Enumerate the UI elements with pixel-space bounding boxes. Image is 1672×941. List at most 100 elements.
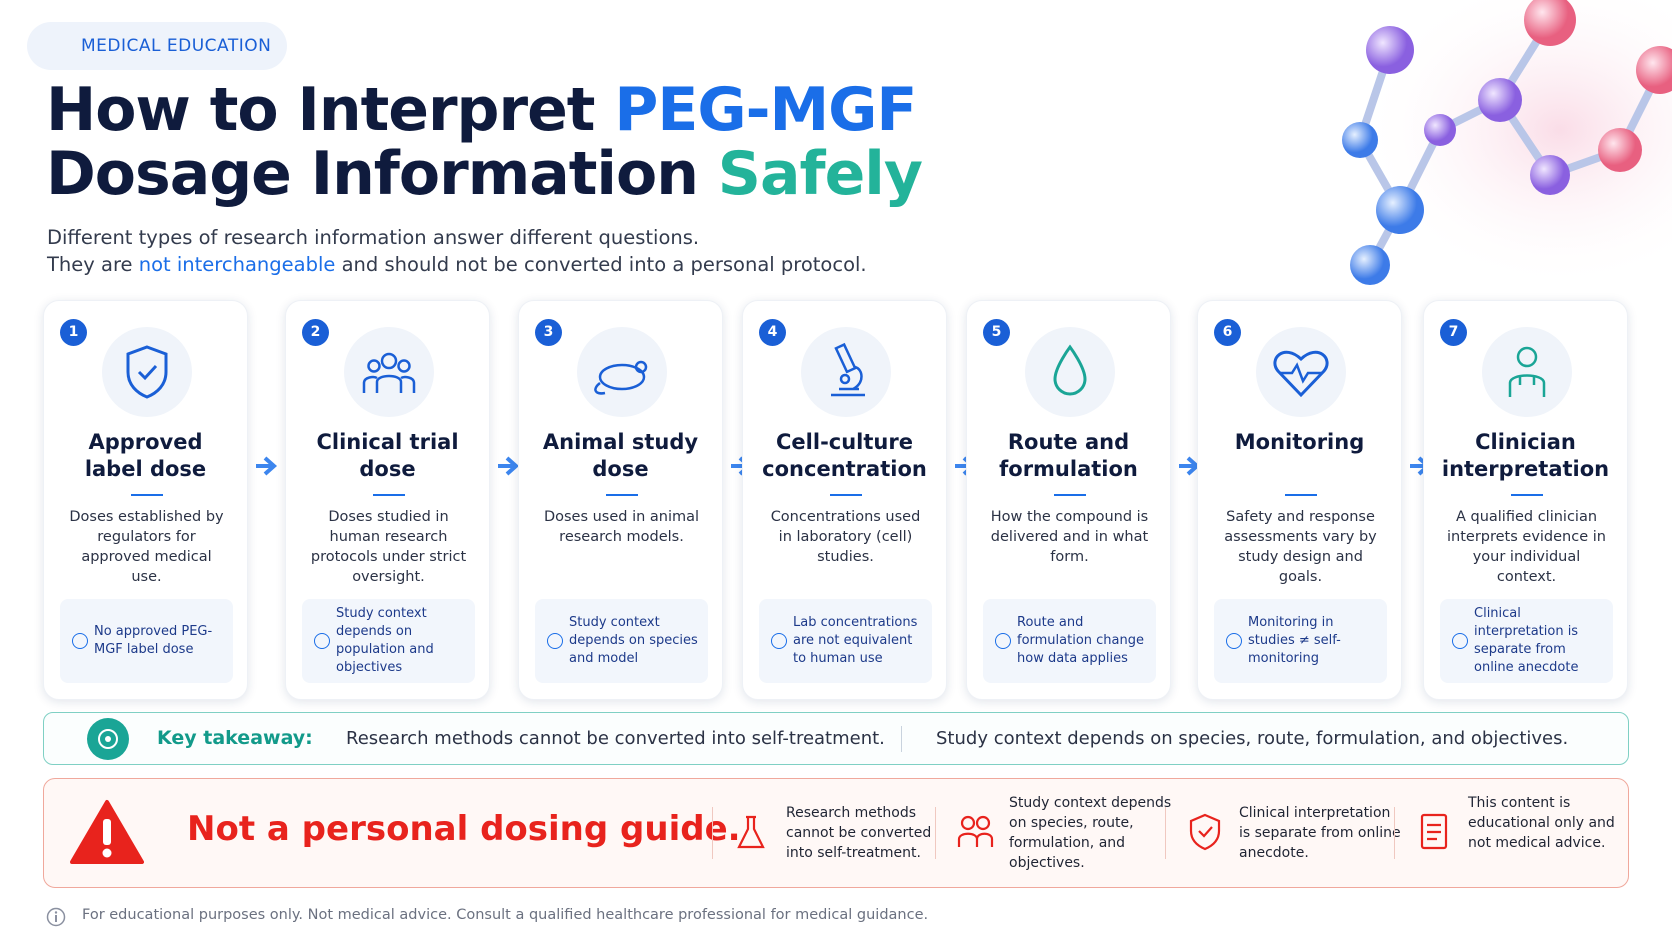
title-highlight: Safely <box>717 139 923 209</box>
card-title-line: label dose <box>84 457 207 481</box>
card-icon <box>1273 350 1329 398</box>
warning-item: Research methods cannot be converted int… <box>786 805 932 861</box>
card-note: No approved PEG-MGF label dose <box>60 599 233 683</box>
card: 3 Animal study dose Doses used in animal … <box>518 300 723 700</box>
step-number: 5 <box>983 319 1010 346</box>
icon-circle <box>102 327 192 417</box>
card-rule <box>373 494 405 496</box>
subtitle: Different types of research information … <box>47 224 867 278</box>
title-text: How to Interpret <box>46 75 615 145</box>
takeaway-point: Study context depends on species, route,… <box>936 728 1569 749</box>
warning-item: Clinical interpretation is separate from… <box>1239 805 1401 861</box>
info-icon <box>547 633 563 649</box>
card-title-line: dose <box>592 457 649 481</box>
icon-circle <box>1482 327 1572 417</box>
info-icon <box>314 633 330 649</box>
title-line: Dosage Information Safely <box>46 139 923 209</box>
card-rule <box>606 494 638 496</box>
subtitle-highlight: not interchangeable <box>138 253 336 276</box>
card-rule <box>1511 494 1543 496</box>
divider <box>935 807 936 859</box>
card-icon <box>362 352 416 393</box>
card-rule <box>1285 494 1317 496</box>
card-rule <box>1054 494 1086 496</box>
card-description: Doses studied in human research protocol… <box>310 509 467 585</box>
card-title: Animal study dose <box>519 429 722 483</box>
divider <box>1165 807 1166 859</box>
card-title-line: Clinician <box>1475 430 1576 454</box>
subtitle-text: They are <box>47 253 139 276</box>
card-title-line: Clinical trial <box>316 430 459 454</box>
card: 6 Monitoring Safety and response assessm… <box>1197 300 1402 700</box>
card-description: Doses established by regulators for appr… <box>69 509 224 585</box>
card-rule <box>131 494 163 496</box>
title-text: Dosage Information <box>46 139 718 209</box>
card-title: Clinician interpretation <box>1424 429 1627 483</box>
takeaway-point: Research methods cannot be converted int… <box>346 728 885 749</box>
card: 2 Clinical trial dose Doses studied in hu… <box>285 300 490 700</box>
card-note-text: Clinical interpretation is separate from… <box>1474 606 1579 675</box>
card-title: Cell-culture concentration <box>743 429 946 483</box>
step-number: 1 <box>60 319 87 346</box>
arrow <box>498 456 520 476</box>
warning-item-icon <box>1189 813 1221 851</box>
warning-heading: Not a personal dosing guide. <box>187 809 741 849</box>
card-title-line: Route and <box>1007 430 1130 454</box>
title-line: How to Interpret PEG-MGF <box>46 78 922 142</box>
warning-item-icon <box>957 815 994 847</box>
warning-item-icon <box>1420 813 1448 850</box>
card-note: Route and formulation change how data ap… <box>983 599 1156 683</box>
card-icon <box>126 345 168 399</box>
card-note-text: Monitoring in studies ≠ self-monitoring <box>1248 615 1341 666</box>
card-icon <box>831 342 865 397</box>
step-number: 3 <box>535 319 562 346</box>
card-title-line: Approved <box>88 430 203 454</box>
card: 4 Cell-culture concentration Concentratio… <box>742 300 947 700</box>
warning-icon <box>70 800 144 864</box>
card-title-line: interpretation <box>1441 457 1610 481</box>
card-icon <box>594 360 648 395</box>
badge: MEDICAL EDUCATION <box>27 22 288 70</box>
key-takeaway: Key takeaway: Research methods cannot be… <box>43 712 1629 765</box>
takeaway-icon <box>87 718 129 760</box>
icon-circle <box>1256 327 1346 417</box>
subtitle-line: Different types of research information … <box>47 226 700 249</box>
card-note: Study context depends on species and mod… <box>535 599 708 683</box>
card-title: Route and formulation <box>967 429 1170 483</box>
card-title-line: Cell-culture <box>776 430 913 454</box>
card-note: Clinical interpretation is separate from… <box>1440 599 1613 683</box>
card-icon <box>1053 344 1087 396</box>
card-note: Lab concentrations are not equivalent to… <box>759 599 932 683</box>
card-title-line: concentration <box>762 457 927 481</box>
info-icon <box>1226 633 1242 649</box>
card-description: A qualified clinician interprets evidenc… <box>1447 509 1606 585</box>
warning-item-icon <box>737 815 765 849</box>
card: 5 Route and formulation How the compound … <box>966 300 1171 700</box>
card-title: Clinical trial dose <box>286 429 489 483</box>
step-number: 7 <box>1440 319 1467 346</box>
card-note-text: Lab concentrations are not equivalent to… <box>793 615 918 666</box>
card-title-line: dose <box>359 457 416 481</box>
card-note: Monitoring in studies ≠ self-monitoring <box>1214 599 1387 683</box>
card-note-text: Route and formulation change how data ap… <box>1017 615 1145 666</box>
card-note: Study context depends on population and … <box>302 599 475 683</box>
divider <box>901 726 902 752</box>
card-note-text: Study context depends on species and mod… <box>569 615 698 666</box>
card-title-line: formulation <box>999 457 1138 481</box>
molecule-decoration <box>1342 0 1672 290</box>
card-title-line: Monitoring <box>1234 430 1365 454</box>
footer: For educational purposes only. Not medic… <box>82 907 929 923</box>
card-description: Concentrations used in laboratory (cell)… <box>770 509 921 565</box>
title-highlight: PEG-MGF <box>614 75 917 145</box>
card-description: How the compound is delivered and in wha… <box>990 509 1149 565</box>
card-description: Doses used in animal research models. <box>543 509 700 545</box>
card: 7 Clinician interpretation A qualified cl… <box>1423 300 1628 700</box>
arrow <box>256 456 278 476</box>
step-number: 4 <box>759 319 786 346</box>
card-rule <box>830 494 862 496</box>
card-title-line: Animal study <box>542 430 699 454</box>
icon-circle <box>1025 327 1115 417</box>
subtitle-text: and should not be converted into a perso… <box>335 253 867 276</box>
step-number: 6 <box>1214 319 1241 346</box>
